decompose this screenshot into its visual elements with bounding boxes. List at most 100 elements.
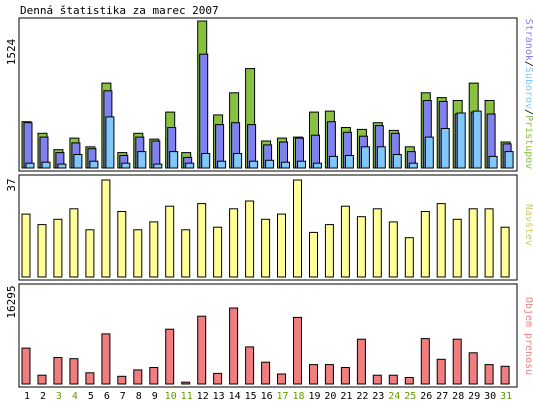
bar-objem-4 <box>69 358 79 385</box>
bar-suborov-17 <box>281 161 290 169</box>
bar-suborov-22 <box>360 146 370 169</box>
day-label-10: 10 <box>165 391 177 402</box>
bar-objem-28 <box>452 338 462 385</box>
bar-navstev-17 <box>277 213 286 278</box>
bar-navstev-4 <box>69 208 79 278</box>
bar-stranok-12 <box>199 53 209 169</box>
bar-objem-17 <box>277 373 286 385</box>
panel-hits-ymax-label: 1524 <box>5 38 18 65</box>
bar-navstev-20 <box>324 224 334 278</box>
legend-separator: / <box>523 61 533 67</box>
panel-transfer-ymax-label: 16295 <box>5 285 18 318</box>
day-label-13: 13 <box>213 391 225 402</box>
bar-objem-30 <box>484 364 494 385</box>
bar-suborov-26 <box>424 136 434 169</box>
day-label-23: 23 <box>372 391 384 402</box>
legend-stranok: Stránok <box>523 19 533 61</box>
panel-transfer: 16295 Objem prenosu <box>5 283 533 388</box>
bar-navstev-16 <box>261 218 271 278</box>
bar-suborov-25 <box>408 162 418 169</box>
bar-navstev-25 <box>404 237 414 278</box>
bar-navstev-13 <box>213 226 223 278</box>
bar-suborov-3 <box>57 163 67 169</box>
day-label-4: 4 <box>72 391 78 402</box>
panel-visits-bars <box>21 179 510 278</box>
bar-objem-9 <box>149 367 159 385</box>
bar-objem-20 <box>324 364 334 385</box>
bar-navstev-9 <box>149 221 159 278</box>
bar-suborov-13 <box>217 160 227 169</box>
bar-suborov-11 <box>185 162 195 169</box>
bar-objem-13 <box>213 372 223 385</box>
day-label-16: 16 <box>261 391 273 402</box>
day-label-6: 6 <box>104 391 110 402</box>
bar-navstev-26 <box>420 211 430 278</box>
bar-stranok-1 <box>23 122 33 169</box>
day-label-12: 12 <box>197 391 209 402</box>
bar-objem-23 <box>372 374 382 385</box>
bar-navstev-8 <box>133 229 143 278</box>
bar-suborov-16 <box>265 159 275 169</box>
bar-objem-11 <box>181 381 191 385</box>
panel-visits-legend: Návštev <box>523 204 533 246</box>
bar-suborov-7 <box>121 162 131 169</box>
bar-navstev-6 <box>101 179 111 278</box>
bar-navstev-19 <box>309 231 318 278</box>
bar-objem-1 <box>21 347 31 385</box>
legend-suborov: Súborov <box>523 67 533 109</box>
bar-objem-12 <box>197 315 207 385</box>
bar-suborov-24 <box>392 154 402 169</box>
bar-objem-18 <box>293 316 302 385</box>
bar-suborov-27 <box>440 128 450 169</box>
bar-suborov-18 <box>297 160 306 169</box>
day-label-25: 25 <box>404 391 416 402</box>
bar-navstev-11 <box>181 229 191 278</box>
day-label-17: 17 <box>276 391 288 402</box>
bar-objem-10 <box>165 328 175 385</box>
bar-suborov-19 <box>313 162 322 169</box>
day-label-22: 22 <box>356 391 368 402</box>
day-label-7: 7 <box>120 391 126 402</box>
bar-suborov-4 <box>73 154 83 169</box>
day-label-5: 5 <box>88 391 94 402</box>
bar-objem-3 <box>53 357 63 385</box>
bar-suborov-2 <box>41 161 51 169</box>
bar-objem-5 <box>85 372 95 385</box>
bar-suborov-12 <box>201 153 211 169</box>
day-label-11: 11 <box>181 391 193 402</box>
day-label-26: 26 <box>420 391 432 402</box>
bar-objem-29 <box>468 352 478 385</box>
panel-hits: 1524 Stránok/Súborov/Prístupov <box>5 17 533 172</box>
day-label-24: 24 <box>388 391 400 402</box>
day-label-18: 18 <box>292 391 304 402</box>
bar-suborov-28 <box>456 112 466 169</box>
day-label-20: 20 <box>324 391 336 402</box>
panel-visits: 37 Návštev <box>5 174 533 281</box>
bar-navstev-18 <box>293 179 302 278</box>
panel-visits-ymax-label: 37 <box>5 178 18 191</box>
day-label-28: 28 <box>452 391 464 402</box>
bar-objem-22 <box>356 338 366 385</box>
bar-objem-21 <box>340 367 350 385</box>
legend-separator: / <box>523 109 533 115</box>
bar-navstev-30 <box>484 208 494 278</box>
day-label-31: 31 <box>500 391 512 402</box>
bar-objem-8 <box>133 369 143 385</box>
bar-navstev-5 <box>85 229 95 278</box>
bar-suborov-29 <box>472 110 482 169</box>
day-label-27: 27 <box>436 391 448 402</box>
chart-title: Denná štatistika za marec 2007 <box>20 4 219 17</box>
bar-navstev-2 <box>37 224 47 278</box>
day-label-19: 19 <box>308 391 320 402</box>
bar-objem-31 <box>500 365 510 385</box>
bar-navstev-1 <box>21 213 31 278</box>
bar-navstev-31 <box>500 226 510 278</box>
bar-navstev-14 <box>229 208 239 278</box>
day-label-14: 14 <box>229 391 241 402</box>
bar-navstev-3 <box>53 218 63 278</box>
bar-navstev-10 <box>165 205 175 278</box>
bar-navstev-28 <box>452 218 462 278</box>
day-label-21: 21 <box>340 391 352 402</box>
day-label-30: 30 <box>484 391 496 402</box>
